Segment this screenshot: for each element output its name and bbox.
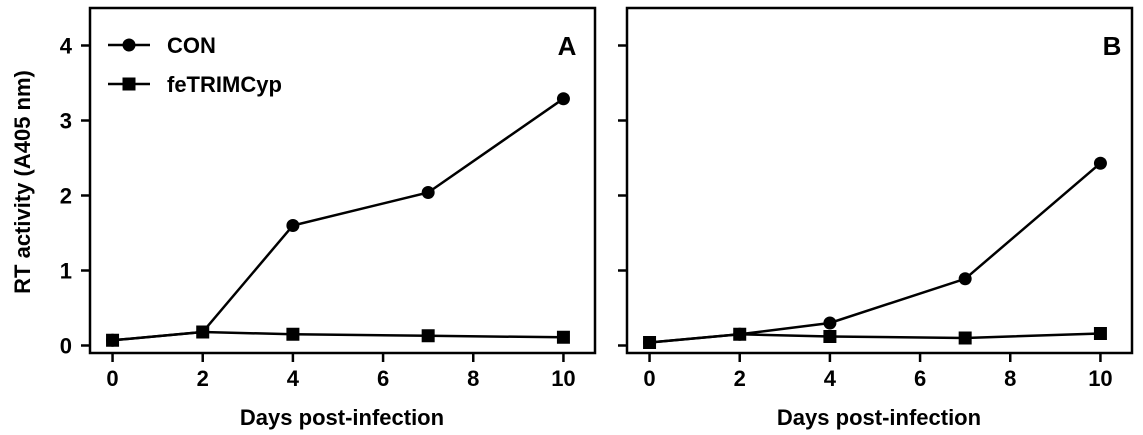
y-tick-label: 2 bbox=[60, 184, 72, 209]
x-tick-label: 6 bbox=[377, 366, 389, 391]
legend-item-con: CON bbox=[108, 33, 216, 58]
x-tick-label: 8 bbox=[467, 366, 479, 391]
legend-label-fetrimcyp: feTRIMCyp bbox=[167, 72, 282, 97]
plot-frame-b bbox=[625, 6, 1134, 355]
x-tick-label: 4 bbox=[287, 366, 300, 391]
y-tick-label: 4 bbox=[60, 34, 73, 59]
data-point-con bbox=[556, 92, 570, 106]
series-line-con-a bbox=[112, 97, 565, 342]
data-point-fetrimcyp bbox=[286, 327, 300, 341]
legend-label-con: CON bbox=[167, 33, 216, 58]
legend-item-fetrimcyp: feTRIMCyp bbox=[108, 72, 282, 97]
data-point-con bbox=[958, 272, 972, 286]
data-point-con bbox=[823, 316, 837, 330]
data-point-con bbox=[643, 336, 657, 349]
y-tick-label: 0 bbox=[60, 334, 72, 359]
panel-label-a: A bbox=[558, 31, 577, 61]
data-point-fetrimcyp bbox=[1093, 327, 1107, 340]
data-point-con bbox=[106, 333, 120, 347]
data-point-con bbox=[421, 186, 435, 199]
panel-b: Days post-infection B 0 2 4 6 8 10 bbox=[618, 6, 1134, 430]
series-line-fetrimcyp-b bbox=[649, 332, 1101, 344]
data-point-con bbox=[286, 219, 300, 232]
data-point-con bbox=[196, 325, 210, 339]
x-tick-label: 4 bbox=[824, 366, 837, 391]
legend-marker-circle bbox=[122, 38, 136, 52]
series-line-con-b bbox=[649, 162, 1102, 344]
y-axis-label-a: RT activity (A405 nm) bbox=[10, 70, 35, 294]
data-point-con bbox=[733, 327, 747, 341]
x-tick-label: 2 bbox=[197, 366, 209, 391]
legend-marker-square bbox=[122, 77, 136, 91]
x-tick-label: 0 bbox=[106, 366, 118, 391]
x-tick-label: 10 bbox=[551, 366, 575, 391]
x-axis-label-b: Days post-infection bbox=[777, 405, 981, 430]
data-point-fetrimcyp bbox=[958, 331, 972, 345]
x-tick-label: 10 bbox=[1088, 366, 1112, 391]
legend: CON feTRIMCyp bbox=[108, 33, 282, 97]
x-tick-label: 0 bbox=[643, 366, 655, 391]
data-point-fetrimcyp bbox=[823, 330, 837, 343]
y-tick-label: 1 bbox=[60, 259, 72, 284]
x-axis-label-a: Days post-infection bbox=[240, 405, 444, 430]
panel-a: RT activity (A405 nm) Days post-infectio… bbox=[10, 6, 597, 430]
panel-label-b: B bbox=[1103, 31, 1122, 61]
data-point-fetrimcyp bbox=[421, 329, 435, 343]
y-tick-label: 3 bbox=[60, 109, 72, 134]
x-tick-label: 8 bbox=[1004, 366, 1016, 391]
data-point-con bbox=[1093, 156, 1107, 170]
plot-frame-a bbox=[88, 6, 597, 355]
data-point-fetrimcyp bbox=[556, 330, 570, 344]
x-tick-label: 6 bbox=[914, 366, 926, 391]
x-tick-label: 2 bbox=[734, 366, 746, 391]
